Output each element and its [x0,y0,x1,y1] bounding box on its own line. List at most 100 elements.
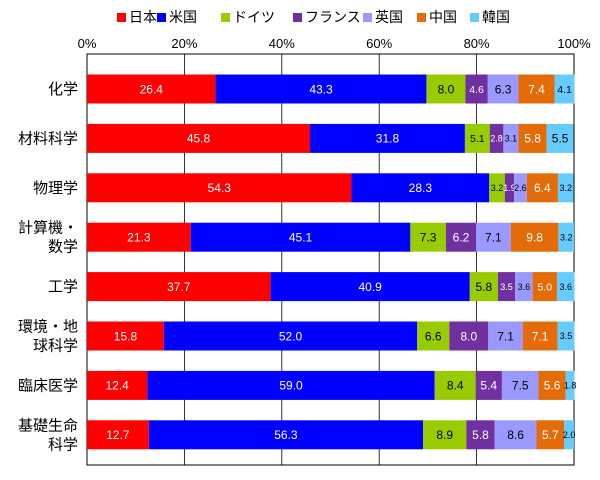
bar-segment [515,272,533,302]
data-label: 1.9 [503,183,516,193]
bar-segment [565,370,575,400]
data-label: 6.2 [453,231,470,245]
category-label: 物理学 [33,179,78,197]
bar-segment [87,420,149,450]
bar-segment [466,420,495,450]
legend-swatch [117,13,126,22]
bar-segment [564,420,574,450]
data-label: 59.0 [279,379,303,393]
bar-segment [464,123,490,153]
bar-segment [532,272,557,302]
bar-segment [554,74,575,104]
bar-segment [449,321,489,351]
category-label: 基礎生命 [18,416,78,434]
data-label: 1.8 [564,381,577,391]
bar-segment [536,420,565,450]
bar-segment [476,222,511,252]
data-label: 6.3 [495,82,512,96]
data-label: 3.5 [560,331,573,341]
data-label: 5.5 [552,132,569,146]
bar-segment [423,420,467,450]
data-label: 5.8 [524,132,541,146]
data-label: 8.9 [436,428,453,442]
bar-segment [556,272,575,302]
data-label: 15.8 [114,329,138,343]
bar-segment [489,173,505,203]
data-label: 7.5 [512,379,529,393]
bar-segment [501,370,539,400]
legend-label: 中国 [429,10,457,26]
category-label: 臨床医学 [18,376,78,394]
data-label: 3.5 [500,282,513,292]
bar-segment [469,272,499,302]
x-tick-label: 40% [269,36,295,51]
data-label: 31.8 [376,132,400,146]
data-label: 54.3 [208,181,232,195]
x-tick-label: 100% [557,36,591,51]
x-tick-label: 20% [171,36,197,51]
data-label: 5.8 [472,428,489,442]
bar-segment [518,74,555,104]
legend-swatch [417,13,426,22]
data-label: 21.3 [127,231,151,245]
legend-label: 米国 [169,10,197,26]
data-label: 45.1 [289,231,313,245]
data-label: 6.4 [534,181,551,195]
category-label: 数学 [48,238,78,256]
bar-segment [465,74,488,104]
data-label: 5.0 [537,281,552,293]
bar-segment [526,173,558,203]
data-label: 3.2 [559,183,572,193]
data-label: 12.7 [106,428,130,442]
bar-segment [488,321,523,351]
category-label: 化学 [48,80,78,98]
bar-segment [558,222,574,252]
data-label: 6.6 [425,329,442,343]
data-label: 43.3 [309,82,333,96]
bar-segment [426,74,466,104]
bar-segment [494,420,537,450]
bar-segment [510,222,559,252]
data-label: 5.6 [544,379,561,393]
bar-segment [518,123,547,153]
data-label: 8.0 [438,82,455,96]
bar-segment [148,420,424,450]
data-label: 3.6 [518,282,531,292]
bar-segment [504,173,515,203]
bar-segment [270,272,470,302]
data-label: 7.3 [420,231,437,245]
data-label: 8.0 [460,329,477,343]
bar-segment [503,123,519,153]
category-label: 計算機・ [18,219,78,237]
x-tick-label: 80% [464,36,490,51]
category-label: 球科学 [33,337,78,355]
data-label: 37.7 [167,280,191,294]
category-label: 工学 [48,278,78,296]
data-label: 3.1 [505,134,518,144]
bar-segment [557,173,574,203]
bar-segment [87,272,271,302]
category-label: 科学 [48,435,78,453]
bar-segment [87,123,311,153]
legend-label: 英国 [375,9,403,26]
bar-segment [87,74,216,104]
legend-label: 日本 [129,10,157,26]
bar-segment [87,370,148,400]
legend-swatch [470,13,479,22]
data-label: 7.1 [532,329,549,343]
bar-segment [417,321,450,351]
data-label: 28.3 [409,181,433,195]
bar-segment [489,123,504,153]
data-label: 3.2 [560,232,573,242]
data-label: 52.0 [279,329,303,343]
bar-segment [215,74,427,104]
bar-segment [498,272,516,302]
legend-swatch [221,13,230,22]
data-label: 2.6 [514,183,527,193]
data-label: 8.4 [447,379,464,393]
data-label: 3.2 [491,183,504,193]
data-label: 7.1 [485,231,502,245]
bar-segment [487,74,519,104]
bar-segment [147,370,435,400]
